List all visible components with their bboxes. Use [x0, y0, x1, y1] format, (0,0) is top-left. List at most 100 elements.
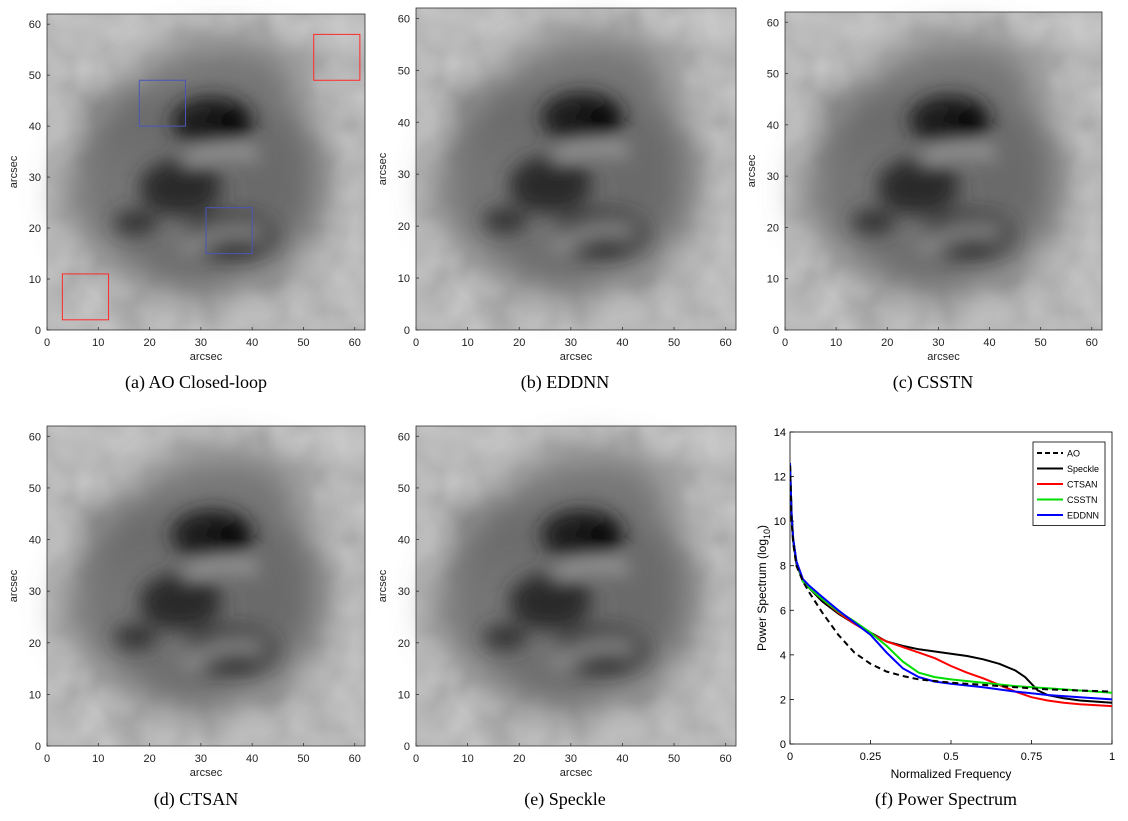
- legend-label: EDDNN: [1067, 511, 1099, 521]
- y-tick-label: 20: [29, 638, 41, 650]
- image-panel-4: 00 10 10 20 20 30 30 40 40 50 50 60 60 arcsec arcsec (d…: [8, 426, 365, 810]
- y-tick-label: 40: [767, 120, 779, 132]
- y-tick-label: 0: [773, 325, 779, 337]
- image-panel-2: 00 10 10 20 20 30 30 40 40 50 50 60 60 arcsec arcsec (b…: [377, 8, 736, 393]
- y-tick-label: 6: [780, 605, 786, 617]
- y-tick-label: 60: [398, 13, 410, 25]
- x-tick-label: 0: [44, 753, 50, 765]
- image-frame: [46, 13, 366, 331]
- image-frame: [784, 11, 1103, 331]
- y-axis-label-end: ): [755, 525, 769, 529]
- sunspot-image: [47, 14, 365, 330]
- y-axis-label: arcsec: [377, 569, 389, 602]
- image-frame: [415, 7, 737, 331]
- x-tick-label: 40: [616, 337, 628, 349]
- y-tick-label: 50: [29, 70, 41, 82]
- x-tick-label: 60: [1086, 337, 1098, 349]
- y-tick-label: 4: [780, 650, 786, 662]
- y-tick-label: 30: [398, 169, 410, 181]
- x-tick-label: 0: [787, 751, 793, 763]
- sunspot-image: [416, 8, 736, 330]
- x-tick-label: 10: [92, 753, 104, 765]
- y-tick-label: 30: [29, 172, 41, 184]
- x-tick-label: 10: [92, 337, 104, 349]
- x-tick-label: 0.5: [943, 751, 958, 763]
- legend: AO Speckle CTSAN CSSTN EDDNN: [1032, 441, 1106, 526]
- legend-label: CTSAN: [1067, 480, 1098, 490]
- y-axis-label: arcsec: [746, 154, 758, 187]
- x-tick-label: 0.25: [860, 751, 881, 763]
- x-tick-label: 60: [720, 337, 732, 349]
- sunspot-image: [416, 426, 736, 746]
- x-tick-label: 20: [513, 753, 525, 765]
- y-tick-label: 50: [29, 483, 41, 495]
- sunspot-image: [47, 426, 365, 746]
- y-tick-label: 0: [35, 741, 41, 753]
- image-panel-3: 00 10 10 20 20 30 30 40 40 50 50 60 60 arcsec arcsec (c…: [746, 12, 1102, 393]
- y-tick-label: 2: [780, 694, 786, 706]
- y-tick-label: 40: [29, 121, 41, 133]
- power-spectrum-chart: 0 2 4 6 8 10 12 14 0 0.25 0.5 0.75 1 Normalized Frequ…: [755, 427, 1115, 810]
- x-tick-label: 50: [297, 337, 309, 349]
- y-tick-label: 60: [767, 17, 779, 29]
- x-tick-label: 0: [413, 337, 419, 349]
- y-axis-label: arcsec: [8, 569, 20, 602]
- panel-caption: (d) CTSAN: [154, 789, 239, 810]
- x-axis-label: arcsec: [190, 767, 223, 779]
- legend-label: Speckle: [1067, 464, 1099, 474]
- x-axis-label: arcsec: [190, 351, 223, 363]
- y-tick-label: 60: [398, 431, 410, 443]
- x-tick-label: 20: [881, 337, 893, 349]
- y-tick-label: 60: [29, 431, 41, 443]
- y-tick-label: 20: [398, 638, 410, 650]
- x-tick-label: 50: [297, 753, 309, 765]
- y-tick-label: 40: [398, 117, 410, 129]
- panel-caption: (e) Speckle: [524, 789, 605, 810]
- y-tick-label: 10: [774, 516, 786, 528]
- y-tick-label: 30: [767, 171, 779, 183]
- y-tick-label: 10: [29, 689, 41, 701]
- x-tick-label: 20: [513, 337, 525, 349]
- x-tick-label: 60: [349, 753, 361, 765]
- x-tick-label: 10: [830, 337, 842, 349]
- y-tick-label: 20: [29, 223, 41, 235]
- roi-box-red: [61, 273, 110, 321]
- roi-box-blue: [138, 79, 186, 127]
- x-tick-label: 0: [44, 337, 50, 349]
- x-axis-label: arcsec: [560, 351, 593, 363]
- x-tick-label: 10: [461, 337, 473, 349]
- image-panel-1: 00 10 10 20 20 30 30 40 40 50 50 60 60 arcsec arcsec (a…: [8, 14, 365, 393]
- x-tick-label: 40: [246, 753, 258, 765]
- y-tick-label: 50: [398, 65, 410, 77]
- y-tick-label: 20: [398, 221, 410, 233]
- y-tick-label: 30: [398, 586, 410, 598]
- image-panel-5: 00 10 10 20 20 30 30 40 40 50 50 60 60 arcsec arcsec (e…: [377, 426, 736, 810]
- x-tick-label: 60: [349, 337, 361, 349]
- y-tick-label: 10: [767, 274, 779, 286]
- y-axis-label-main: Power Spectrum (log: [755, 539, 769, 651]
- roi-box-blue: [205, 207, 253, 255]
- chart-caption: (f) Power Spectrum: [875, 789, 1017, 810]
- x-tick-label: 50: [668, 337, 680, 349]
- sunspot-image: [785, 12, 1102, 330]
- y-tick-label: 0: [35, 325, 41, 337]
- x-tick-label: 10: [461, 753, 473, 765]
- image-panels: 00101020203030404050506060arcsecarcsec(a…: [8, 8, 1102, 810]
- legend-label: CSSTN: [1067, 495, 1098, 505]
- image-frame: [415, 425, 737, 747]
- x-tick-label: 30: [195, 753, 207, 765]
- y-tick-label: 8: [780, 561, 786, 573]
- y-tick-label: 0: [404, 741, 410, 753]
- legend-label: AO: [1067, 449, 1080, 459]
- x-tick-label: 40: [983, 337, 995, 349]
- x-axis-label: Normalized Frequency: [891, 767, 1012, 781]
- series-line-eddnn: [790, 463, 1112, 701]
- x-tick-label: 50: [668, 753, 680, 765]
- x-tick-label: 30: [565, 337, 577, 349]
- x-tick-label: 0.75: [1021, 751, 1042, 763]
- y-tick-label: 30: [29, 586, 41, 598]
- series-lines: [790, 463, 1112, 708]
- x-tick-label: 0: [782, 337, 788, 349]
- series-line-ao: [790, 465, 1112, 693]
